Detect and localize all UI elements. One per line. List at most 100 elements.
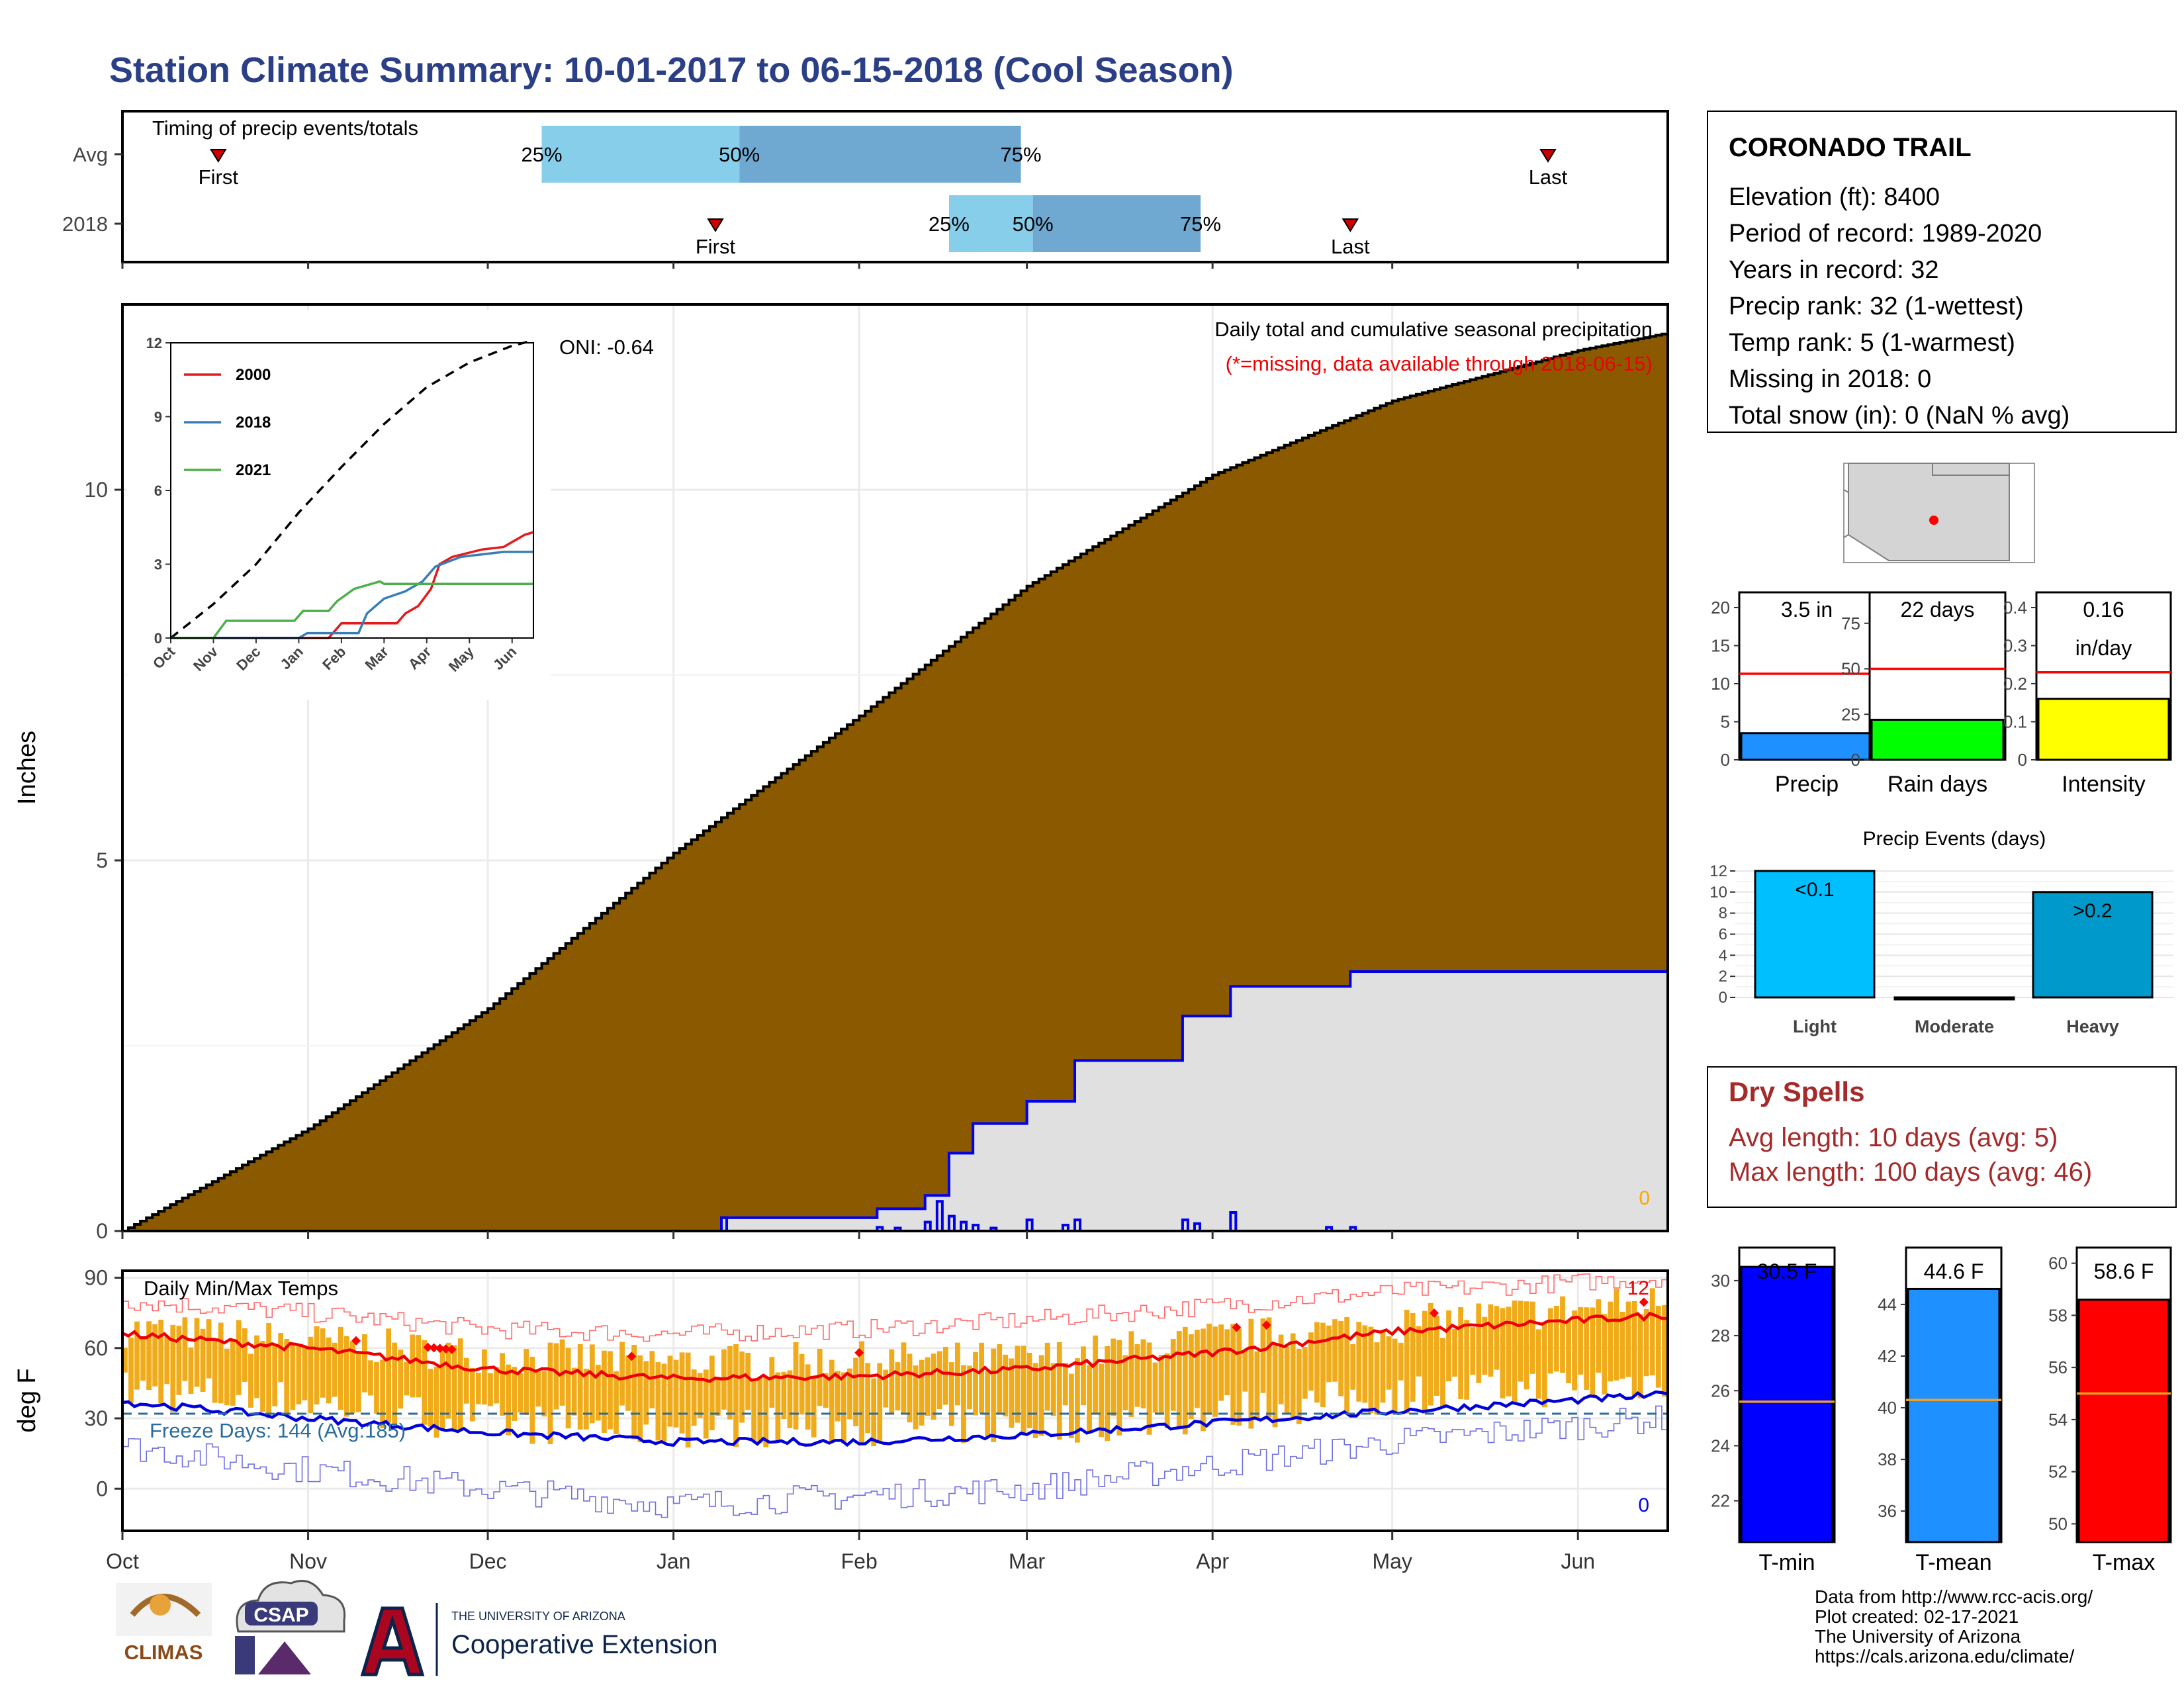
daily-temp-bar bbox=[1368, 1326, 1374, 1414]
daily-temp-bar bbox=[1296, 1348, 1302, 1424]
daily-temp-bar bbox=[655, 1362, 661, 1441]
daily-temp-bar bbox=[1350, 1344, 1356, 1390]
daily-temp-bar bbox=[1075, 1358, 1080, 1443]
daily-temp-bar bbox=[895, 1362, 901, 1411]
daily-temp-bar bbox=[835, 1371, 841, 1422]
station-info-line: Missing in 2018: 0 bbox=[1729, 365, 1931, 393]
timing-row-label: Avg bbox=[73, 143, 108, 166]
daily-temp-bar bbox=[410, 1334, 416, 1398]
daily-temp-bar bbox=[500, 1353, 505, 1416]
daily-temp-bar bbox=[1428, 1303, 1433, 1406]
daily-temp-bar bbox=[805, 1364, 811, 1430]
daily-temp-bar bbox=[1482, 1316, 1488, 1375]
record-high-marker bbox=[429, 1343, 439, 1353]
station-info-line: Years in record: 32 bbox=[1729, 256, 1939, 284]
daily-temp-bar bbox=[757, 1377, 763, 1443]
daily-temp-bar bbox=[200, 1328, 206, 1393]
daily-temp-bar bbox=[697, 1373, 703, 1418]
inset-series-line bbox=[171, 531, 534, 639]
daily-temp-bar bbox=[793, 1342, 799, 1430]
daily-temp-bar bbox=[302, 1347, 308, 1400]
daily-temp-bar bbox=[1590, 1307, 1596, 1396]
daily-temp-bar bbox=[1320, 1322, 1326, 1408]
precip-y-tick-label: 5 bbox=[96, 848, 108, 872]
neighbor-outline bbox=[1843, 463, 2009, 538]
precip-event-label: Moderate bbox=[1915, 1017, 1994, 1036]
daily-temp-bar bbox=[673, 1359, 679, 1428]
record-high-marker bbox=[627, 1351, 637, 1361]
daily-temp-bar bbox=[1140, 1339, 1146, 1408]
daily-temp-bar bbox=[1176, 1331, 1182, 1428]
daily-temp-bar bbox=[865, 1363, 871, 1434]
record-high-marker bbox=[447, 1344, 457, 1354]
temp-bar-y-tick-label: 38 bbox=[1878, 1449, 1897, 1469]
daily-temp-bar bbox=[326, 1337, 332, 1404]
daily-temp-bar bbox=[1661, 1304, 1667, 1397]
timing-last-label: Last bbox=[1529, 165, 1568, 189]
daily-temp-bar bbox=[1326, 1325, 1332, 1383]
daily-temp-bar bbox=[643, 1361, 649, 1425]
daily-temp-bar bbox=[1081, 1346, 1086, 1406]
daily-temp-bar bbox=[1272, 1345, 1278, 1428]
daily-temp-bar bbox=[799, 1353, 805, 1415]
timing-p75-label: 75% bbox=[1180, 212, 1221, 236]
daily-temp-bar bbox=[206, 1319, 212, 1379]
daily-temp-bar bbox=[775, 1372, 781, 1442]
mini-y-tick-label: 0 bbox=[1851, 750, 1860, 770]
mini-y-tick-label: 50 bbox=[1841, 659, 1860, 679]
station-info-line: Total snow (in): 0 (NaN % avg) bbox=[1729, 402, 2070, 430]
temp-bar-y-tick-label: 58 bbox=[2048, 1305, 2068, 1325]
daily-temp-bar bbox=[1038, 1355, 1044, 1436]
credit-line: Data from http://www.rcc-acis.org/ bbox=[1815, 1586, 2093, 1607]
daily-temp-bar bbox=[1266, 1317, 1272, 1418]
temp-bar-y-tick-label: 44 bbox=[1878, 1295, 1897, 1314]
temp-bar-y-tick-label: 28 bbox=[1711, 1326, 1730, 1346]
daily-temp-bar bbox=[1284, 1346, 1290, 1414]
x-tick-label: Mar bbox=[1009, 1549, 1045, 1573]
daily-temp-bar bbox=[1470, 1327, 1476, 1375]
precip-event-label: Light bbox=[1793, 1017, 1837, 1036]
avg-min-line bbox=[122, 1390, 1668, 1447]
daily-temp-bar bbox=[368, 1360, 373, 1396]
daily-temp-bar bbox=[523, 1349, 529, 1415]
daily-temp-bar bbox=[595, 1365, 601, 1421]
daily-temp-bar bbox=[152, 1324, 158, 1387]
mini-y-tick-label: 20 bbox=[1711, 598, 1730, 617]
footer: CLIMAS CSAP THE UNIVERSITY OF ARIZONA Co… bbox=[116, 1580, 2093, 1676]
daily-temp-bar bbox=[631, 1344, 637, 1440]
record-high-marker bbox=[423, 1342, 433, 1352]
daily-temp-bar bbox=[158, 1319, 164, 1404]
precip-event-label: Heavy bbox=[2066, 1017, 2119, 1036]
precip-panel: 0 5 10 Inches Daily total and cumulative s… bbox=[13, 303, 1669, 1243]
events-y-tick-label: 12 bbox=[1709, 862, 1727, 880]
daily-temp-bar bbox=[122, 1348, 128, 1373]
station-info-line: Precip rank: 32 (1-wettest) bbox=[1729, 293, 2024, 320]
daily-temp-bar bbox=[1529, 1301, 1535, 1374]
daily-temp-bar bbox=[925, 1357, 931, 1416]
timing-last-marker bbox=[1539, 149, 1557, 163]
mini-bar-frame bbox=[1738, 591, 1876, 761]
daily-temp-bar bbox=[589, 1344, 595, 1424]
daily-temp-bar bbox=[1356, 1322, 1362, 1402]
daily-temp-bar bbox=[1122, 1355, 1128, 1410]
arizona-outline bbox=[1848, 463, 2010, 561]
daily-temp-bar bbox=[901, 1342, 907, 1413]
temp-bar-value-label: 44.6 F bbox=[1924, 1259, 1984, 1283]
daily-temp-bar bbox=[1026, 1352, 1032, 1428]
daily-temp-bar bbox=[745, 1353, 751, 1410]
daily-temp-bar bbox=[1314, 1322, 1320, 1403]
daily-temp-bar bbox=[608, 1351, 613, 1430]
temp-bar-y-tick-label: 36 bbox=[1878, 1501, 1897, 1521]
station-marker bbox=[1929, 516, 1938, 525]
daily-temp-bar bbox=[482, 1349, 487, 1405]
record-high-marker bbox=[1639, 1297, 1649, 1307]
daily-temp-bar bbox=[236, 1320, 242, 1395]
inset-y-tick-label: 9 bbox=[154, 409, 162, 426]
inset-legend-label: 2000 bbox=[236, 366, 271, 384]
mini-bar-unit-label: in/day bbox=[2075, 636, 2132, 660]
daily-temp-bar bbox=[853, 1357, 858, 1427]
mini-y-tick-label: 25 bbox=[1841, 704, 1860, 724]
mini-y-tick-label: 0 bbox=[1721, 750, 1730, 770]
daily-temp-bar bbox=[469, 1367, 475, 1422]
freeze-days-label: Freeze Days: 144 (Avg:185) bbox=[150, 1419, 406, 1442]
